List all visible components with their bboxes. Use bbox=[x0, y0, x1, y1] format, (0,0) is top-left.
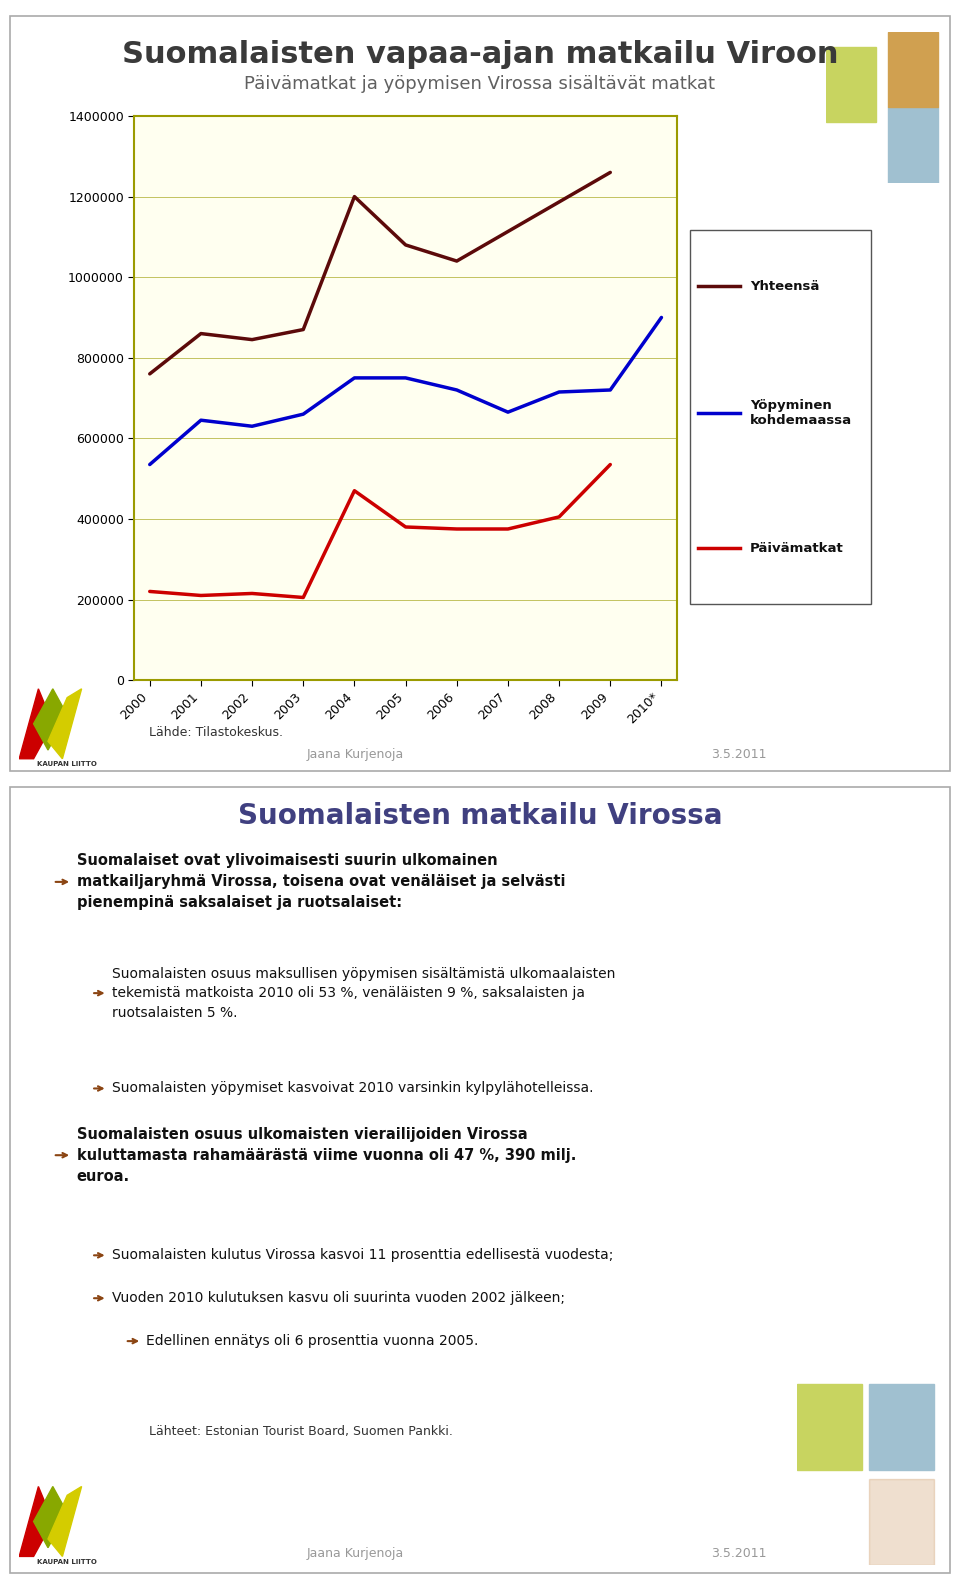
Text: Suomalaisten matkailu Virossa: Suomalaisten matkailu Virossa bbox=[238, 802, 722, 831]
Text: KAUPAN LIITTO: KAUPAN LIITTO bbox=[37, 761, 97, 767]
FancyBboxPatch shape bbox=[888, 32, 938, 106]
Polygon shape bbox=[19, 1487, 53, 1557]
Text: Edellinen ennätys oli 6 prosenttia vuonna 2005.: Edellinen ennätys oli 6 prosenttia vuonn… bbox=[146, 1335, 478, 1347]
Polygon shape bbox=[48, 688, 82, 758]
FancyBboxPatch shape bbox=[797, 1384, 861, 1470]
Text: Suomalaisten yöpymiset kasvoivat 2010 varsinkin kylpylähotelleissa.: Suomalaisten yöpymiset kasvoivat 2010 va… bbox=[112, 1082, 594, 1095]
Text: Suomalaisten osuus ulkomaisten vierailijoiden Virossa
kuluttamasta rahamäärästä : Suomalaisten osuus ulkomaisten vierailij… bbox=[77, 1127, 576, 1184]
FancyBboxPatch shape bbox=[869, 1479, 933, 1565]
Text: Suomalaisten vapaa-ajan matkailu Viroon: Suomalaisten vapaa-ajan matkailu Viroon bbox=[122, 40, 838, 68]
Text: 3.5.2011: 3.5.2011 bbox=[711, 748, 767, 761]
FancyBboxPatch shape bbox=[826, 46, 876, 122]
Polygon shape bbox=[19, 688, 53, 758]
Text: Yhteensä: Yhteensä bbox=[750, 280, 819, 292]
Text: Suomalaisten kulutus Virossa kasvoi 11 prosenttia edellisestä vuodesta;: Suomalaisten kulutus Virossa kasvoi 11 p… bbox=[112, 1249, 613, 1262]
Polygon shape bbox=[34, 1487, 67, 1548]
Polygon shape bbox=[48, 1487, 82, 1557]
Text: Päivämatkat ja yöpymisen Virossa sisältävät matkat: Päivämatkat ja yöpymisen Virossa sisältä… bbox=[245, 75, 715, 92]
Text: Suomalaisten osuus maksullisen yöpymisen sisältämistä ulkomaalaisten
tekemistä m: Suomalaisten osuus maksullisen yöpymisen… bbox=[112, 966, 615, 1020]
Text: KAUPAN LIITTO: KAUPAN LIITTO bbox=[37, 1559, 97, 1565]
Text: Lähteet: Estonian Tourist Board, Suomen Pankki.: Lähteet: Estonian Tourist Board, Suomen … bbox=[149, 1425, 453, 1438]
Text: 3.5.2011: 3.5.2011 bbox=[711, 1548, 767, 1560]
Text: Suomalaiset ovat ylivoimaisesti suurin ulkomainen
matkailjaryhmä Virossa, toisen: Suomalaiset ovat ylivoimaisesti suurin u… bbox=[77, 853, 565, 910]
FancyBboxPatch shape bbox=[869, 1384, 933, 1470]
Text: Jaana Kurjenoja: Jaana Kurjenoja bbox=[306, 1548, 404, 1560]
Polygon shape bbox=[34, 688, 67, 750]
Text: Jaana Kurjenoja: Jaana Kurjenoja bbox=[306, 748, 404, 761]
FancyBboxPatch shape bbox=[888, 106, 938, 183]
Text: Lähde: Tilastokeskus.: Lähde: Tilastokeskus. bbox=[149, 726, 283, 739]
Text: Vuoden 2010 kulutuksen kasvu oli suurinta vuoden 2002 jälkeen;: Vuoden 2010 kulutuksen kasvu oli suurint… bbox=[112, 1292, 565, 1305]
Text: Yöpyminen
kohdemaassa: Yöpyminen kohdemaassa bbox=[750, 399, 852, 427]
Text: Päivämatkat: Päivämatkat bbox=[750, 542, 844, 555]
